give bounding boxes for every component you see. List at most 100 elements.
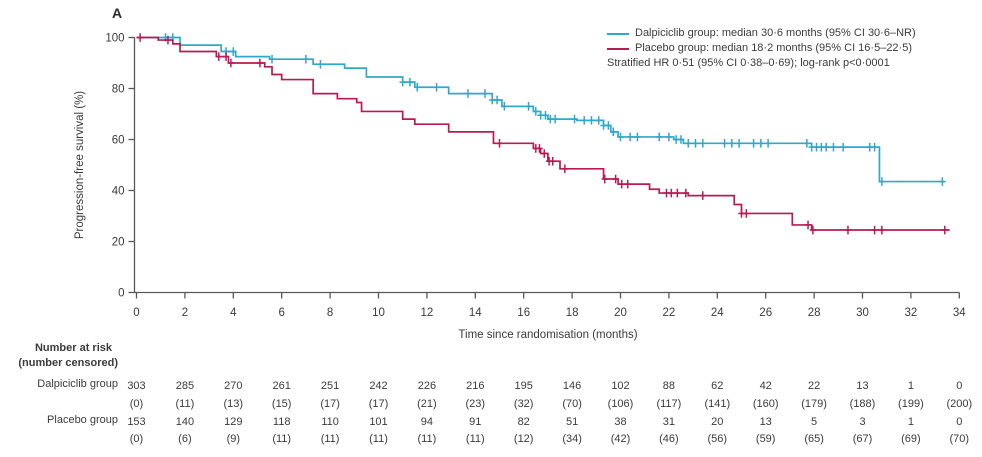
censor-mark [823, 142, 830, 152]
censor-mark [844, 225, 852, 235]
risk-censored-value: (11) [369, 433, 388, 445]
x-tick-label: 30 [856, 307, 869, 319]
censor-mark [601, 174, 608, 184]
x-tick-label: 10 [372, 307, 385, 319]
risk-censored-value: (117) [656, 398, 681, 410]
risk-censored-value: (11) [418, 433, 437, 445]
risk-table-header: Number at risk [34, 342, 112, 354]
risk-censored-value: (199) [898, 398, 924, 410]
risk-value: 270 [224, 380, 242, 392]
y-tick-label: 20 [112, 237, 125, 249]
risk-censored-value: (17) [369, 398, 389, 410]
risk-censored-value: (70) [950, 433, 970, 445]
risk-table-subheader: (number censored) [18, 357, 118, 369]
x-tick-label: 8 [327, 307, 333, 319]
risk-censored-value: (15) [272, 398, 292, 410]
censor-mark [136, 33, 144, 42]
censor-mark [525, 102, 532, 111]
risk-censored-value: (188) [850, 398, 876, 410]
censor-mark [536, 144, 543, 153]
x-tick-label: 14 [469, 307, 482, 319]
risk-value: 242 [369, 380, 387, 392]
censor-mark [682, 188, 690, 198]
x-tick-label: 20 [614, 307, 627, 319]
risk-value: 146 [563, 380, 581, 392]
censor-mark [464, 89, 472, 98]
series-placebo [136, 33, 950, 235]
risk-censored-value: (9) [227, 433, 240, 445]
censor-mark [541, 149, 548, 158]
risk-censored-value: (6) [178, 433, 191, 445]
censor-mark [618, 179, 625, 189]
risk-value: 251 [321, 380, 339, 392]
risk-value: 0 [956, 380, 962, 392]
risk-censored-value: (42) [611, 433, 631, 445]
x-tick-label: 32 [905, 307, 918, 319]
censor-mark [222, 52, 230, 61]
risk-value: 91 [469, 416, 481, 428]
censor-mark [612, 174, 619, 184]
risk-value: 3 [859, 416, 865, 428]
censor-mark [399, 77, 406, 87]
censor-mark [728, 139, 736, 148]
risk-value: 140 [176, 416, 194, 428]
axes [128, 36, 960, 299]
risk-value: 94 [421, 416, 433, 428]
risk-value: 88 [663, 380, 675, 392]
panel-label: A [112, 5, 123, 21]
censor-mark [256, 58, 264, 68]
censor-mark [699, 191, 706, 200]
censor-mark [757, 139, 765, 148]
risk-censored-value: (13) [224, 398, 244, 410]
censor-mark [674, 188, 681, 198]
series-dalpiciclib [136, 33, 946, 186]
legend: Dalpiciclib group: median 30·6 months (9… [607, 26, 916, 71]
risk-censored-value: (67) [853, 433, 873, 445]
risk-censored-value: (200) [946, 398, 972, 410]
risk-value: 1 [908, 380, 914, 392]
risk-row-label-placebo: Placebo group [47, 414, 118, 426]
y-axis-title: Progression-free survival (%) [74, 90, 86, 240]
censor-mark [542, 110, 549, 120]
risk-value: 303 [127, 380, 145, 392]
censor-mark [839, 142, 847, 152]
y-tick-label: 60 [112, 135, 125, 147]
x-tick-label: 22 [663, 307, 676, 319]
risk-value: 216 [466, 380, 484, 392]
risk-value: 22 [808, 380, 820, 392]
censor-mark [624, 179, 631, 189]
censor-mark [804, 220, 812, 230]
censor-mark [871, 225, 878, 235]
x-tick-label: 4 [230, 307, 237, 319]
censor-mark [317, 59, 324, 69]
risk-value: 62 [711, 380, 723, 392]
risk-censored-value: (0) [130, 433, 143, 445]
censor-mark [743, 209, 750, 218]
risk-value: 226 [418, 380, 436, 392]
risk-censored-value: (160) [753, 398, 779, 410]
censor-mark [581, 116, 588, 125]
risk-value: 129 [224, 416, 242, 428]
risk-censored-value: (11) [466, 433, 485, 445]
x-tick-label: 16 [517, 307, 530, 319]
censor-mark [878, 177, 886, 186]
risk-value: 102 [611, 380, 629, 392]
censor-mark [809, 225, 817, 235]
x-tick-label: 6 [278, 307, 284, 319]
risk-table-values: 303 (0) 285 (11) 270 (13) 261 (15) 251 (17) 242 (17… [127, 380, 972, 445]
x-tick-label: 12 [421, 307, 434, 319]
censor-mark [871, 142, 878, 152]
censor-mark [268, 54, 276, 64]
censor-mark [685, 139, 692, 148]
risk-row-label-dalpiciclib: Dalpiciclib group [37, 378, 118, 390]
risk-censored-value: (11) [321, 433, 340, 445]
risk-censored-value: (23) [466, 398, 486, 410]
risk-censored-value: (11) [272, 433, 291, 445]
censor-mark [496, 139, 503, 148]
censor-mark [532, 107, 539, 116]
censor-mark [493, 95, 501, 105]
dalpiciclib-line-swatch [607, 32, 629, 35]
risk-value: 118 [273, 416, 291, 428]
censor-mark [750, 139, 757, 148]
